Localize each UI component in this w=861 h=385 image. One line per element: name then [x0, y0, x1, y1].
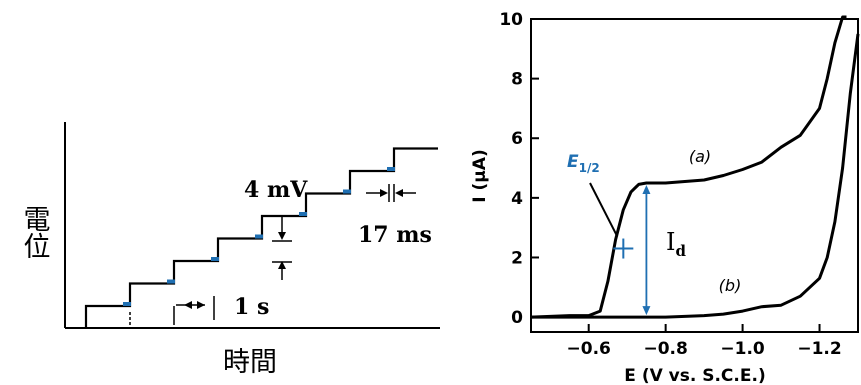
step-height-label: 4 mV	[244, 177, 308, 203]
y-axis-label: I (µA)	[470, 149, 490, 202]
y-tick-label: 10	[499, 10, 523, 30]
y-tick-label: 2	[511, 248, 523, 268]
id-arrowhead-bottom	[642, 306, 651, 316]
x-axis-label: 時間	[223, 347, 277, 378]
pulse-mark	[167, 279, 175, 284]
x-axis-label: E (V vs. S.C.E.)	[624, 366, 765, 385]
series-line-a	[530, 15, 847, 319]
pulse-width-label: 17 ms	[358, 222, 432, 248]
pulse-mark	[211, 257, 219, 261]
y-tick-label: 0	[511, 308, 523, 328]
pulse-width-annotation	[366, 184, 416, 202]
step-height-annotation	[272, 216, 292, 280]
id-arrowhead-top	[642, 184, 651, 194]
x-tick-label: −1.0	[720, 339, 765, 359]
staircase-waveform: 4 mV 17 ms 1 s 電位 時間	[19, 122, 440, 378]
x-tick-label: −0.8	[643, 339, 687, 359]
pulse-mark	[343, 189, 351, 194]
pulse-mark	[123, 302, 131, 306]
y-tick-label: 6	[511, 129, 523, 149]
plot-frame	[530, 18, 859, 333]
series-label-b: (b)	[719, 276, 742, 295]
pulse-mark	[299, 212, 307, 216]
pulse-mark	[387, 167, 395, 171]
y-axis-label: 電位	[19, 205, 50, 259]
step-period-label: 1 s	[234, 294, 269, 320]
e-half-label: E1/2	[567, 152, 600, 175]
e-half-pointer	[589, 182, 619, 237]
id-label: Id	[666, 228, 686, 260]
series-line-b	[531, 33, 860, 319]
step-period-annotation	[129, 296, 215, 325]
pulse-mark	[255, 234, 263, 239]
x-tick-label: −0.6	[567, 339, 611, 359]
series-label-a: (a)	[689, 147, 711, 166]
y-tick-label: 4	[511, 189, 523, 209]
x-tick-label: −1.2	[797, 339, 841, 359]
y-tick-label: 8	[511, 70, 523, 90]
